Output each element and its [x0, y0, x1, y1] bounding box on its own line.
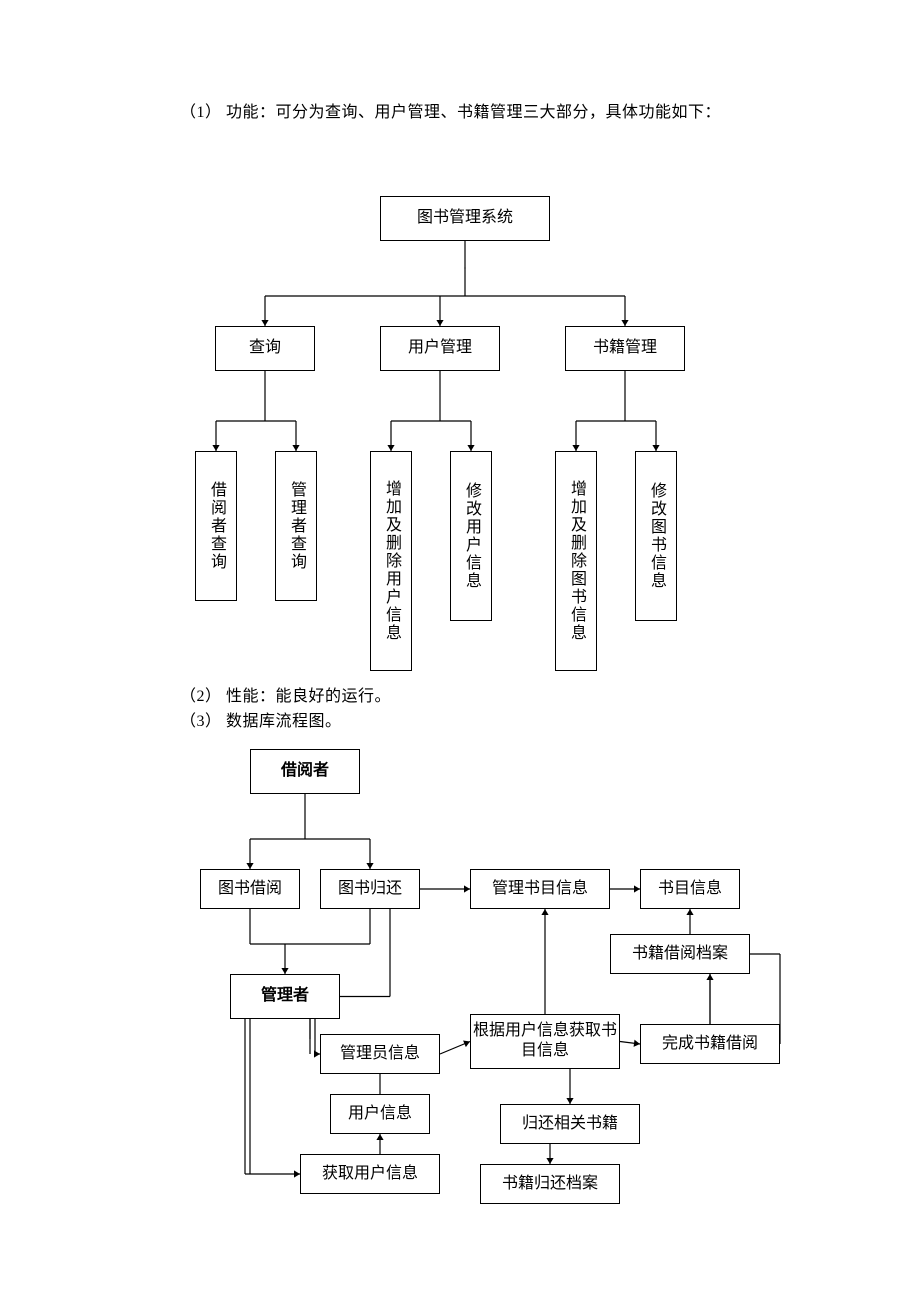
flow-node-userInfo: 用户信息 — [330, 1094, 430, 1134]
flow-node-adminInfo: 管理员信息 — [320, 1034, 440, 1074]
flow-node-getBook: 根据用户信息获取书目信息 — [470, 1014, 620, 1069]
tree-node-q2: 管理者查询 — [275, 451, 317, 601]
function-tree-diagram: 图书管理系统查询 用户管理 书籍管理借阅者查询管理者查询 增加及删除用户信息修改用户信… — [0, 176, 920, 676]
flow-node-doReturn: 归还相关书籍 — [500, 1104, 640, 1144]
flow-node-borrowRec: 书籍借阅档案 — [610, 934, 750, 974]
tree-node-user: 用户管理 — [380, 326, 500, 371]
tree-node-query: 查询 — [215, 326, 315, 371]
flow-node-getUser: 获取用户信息 — [300, 1154, 440, 1194]
tree-node-q1: 借阅者查询 — [195, 451, 237, 601]
flow-node-borrow: 图书借阅 — [200, 869, 300, 909]
intro-line-1: （1） 功能：可分为查询、用户管理、书籍管理三大部分，具体功能如下： — [180, 100, 810, 126]
tree-node-book: 书籍管理 — [565, 326, 685, 371]
database-flowchart-diagram: 借阅者图书借阅图书归还管理者管理员信息用户信息获取用户信息 管理书目信息书目信息书… — [0, 739, 920, 1209]
flow-node-borrower: 借阅者 — [250, 749, 360, 794]
tree-node-b2: 修改图书信息 — [635, 451, 677, 621]
flow-node-return: 图书归还 — [320, 869, 420, 909]
tree-node-root: 图书管理系统 — [380, 196, 550, 241]
flow-node-admin: 管理者 — [230, 974, 340, 1019]
flow-node-mgrBook: 管理书目信息 — [470, 869, 610, 909]
intro-line-3: （3） 数据库流程图。 — [180, 709, 810, 735]
tree-node-u2: 修改用户信息 — [450, 451, 492, 621]
tree-node-u1: 增加及删除用户信息 — [370, 451, 412, 671]
flow-node-doBorrow: 完成书籍借阅 — [640, 1024, 780, 1064]
flow-node-returnRec: 书籍归还档案 — [480, 1164, 620, 1204]
tree-node-b1: 增加及删除图书信息 — [555, 451, 597, 671]
intro-line-2: （2） 性能：能良好的运行。 — [180, 684, 810, 710]
flow-node-bookInfo: 书目信息 — [640, 869, 740, 909]
